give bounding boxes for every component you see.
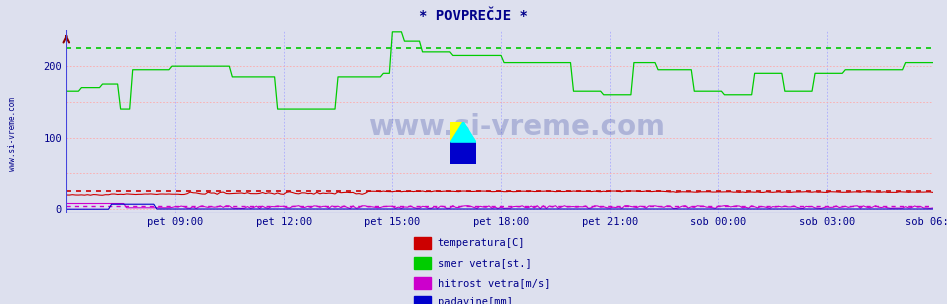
Polygon shape [450, 122, 476, 143]
Text: www.si-vreme.com: www.si-vreme.com [368, 113, 666, 141]
Text: smer vetra[st.]: smer vetra[st.] [438, 258, 531, 268]
Polygon shape [450, 143, 476, 164]
Polygon shape [450, 122, 463, 143]
Text: * POVPREČJE *: * POVPREČJE * [420, 9, 527, 23]
Text: www.si-vreme.com: www.si-vreme.com [8, 97, 17, 171]
Text: temperatura[C]: temperatura[C] [438, 238, 525, 248]
Text: padavine[mm]: padavine[mm] [438, 298, 512, 304]
Text: hitrost vetra[m/s]: hitrost vetra[m/s] [438, 278, 550, 288]
Polygon shape [450, 143, 476, 164]
